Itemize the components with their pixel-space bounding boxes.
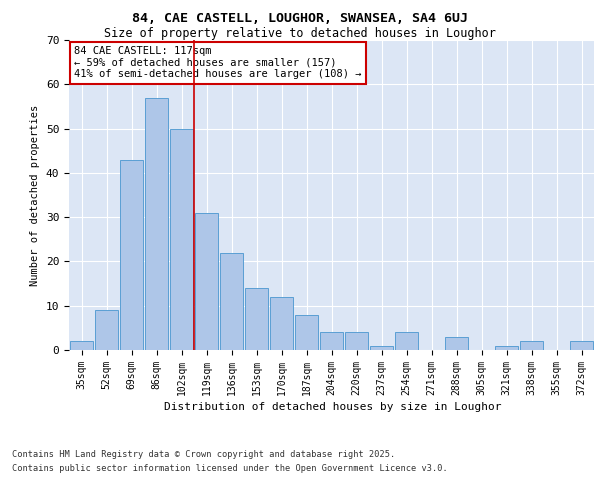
Text: Distribution of detached houses by size in Loughor: Distribution of detached houses by size … (164, 402, 502, 412)
Bar (170, 128, 193, 350)
Bar (520, 341, 544, 350)
Bar (70, 341, 94, 350)
Bar (370, 346, 394, 350)
Bar (269, 297, 293, 350)
Text: 84 CAE CASTELL: 117sqm
← 59% of detached houses are smaller (157)
41% of semi-de: 84 CAE CASTELL: 117sqm ← 59% of detached… (74, 46, 362, 80)
Text: Size of property relative to detached houses in Loughor: Size of property relative to detached ho… (104, 28, 496, 40)
Bar (320, 332, 343, 350)
Bar (220, 252, 244, 350)
Bar (295, 314, 319, 350)
Bar (344, 332, 368, 350)
Bar (395, 332, 418, 350)
Text: Contains public sector information licensed under the Open Government Licence v3: Contains public sector information licen… (12, 464, 448, 473)
Text: 84, CAE CASTELL, LOUGHOR, SWANSEA, SA4 6UJ: 84, CAE CASTELL, LOUGHOR, SWANSEA, SA4 6… (132, 12, 468, 26)
Bar (194, 212, 218, 350)
Bar (95, 310, 118, 350)
Bar (494, 346, 518, 350)
Bar (445, 336, 469, 350)
Bar (145, 98, 169, 350)
Text: Contains HM Land Registry data © Crown copyright and database right 2025.: Contains HM Land Registry data © Crown c… (12, 450, 395, 459)
Bar (245, 288, 268, 350)
Y-axis label: Number of detached properties: Number of detached properties (30, 104, 40, 286)
Bar (119, 160, 143, 350)
Bar (569, 341, 593, 350)
